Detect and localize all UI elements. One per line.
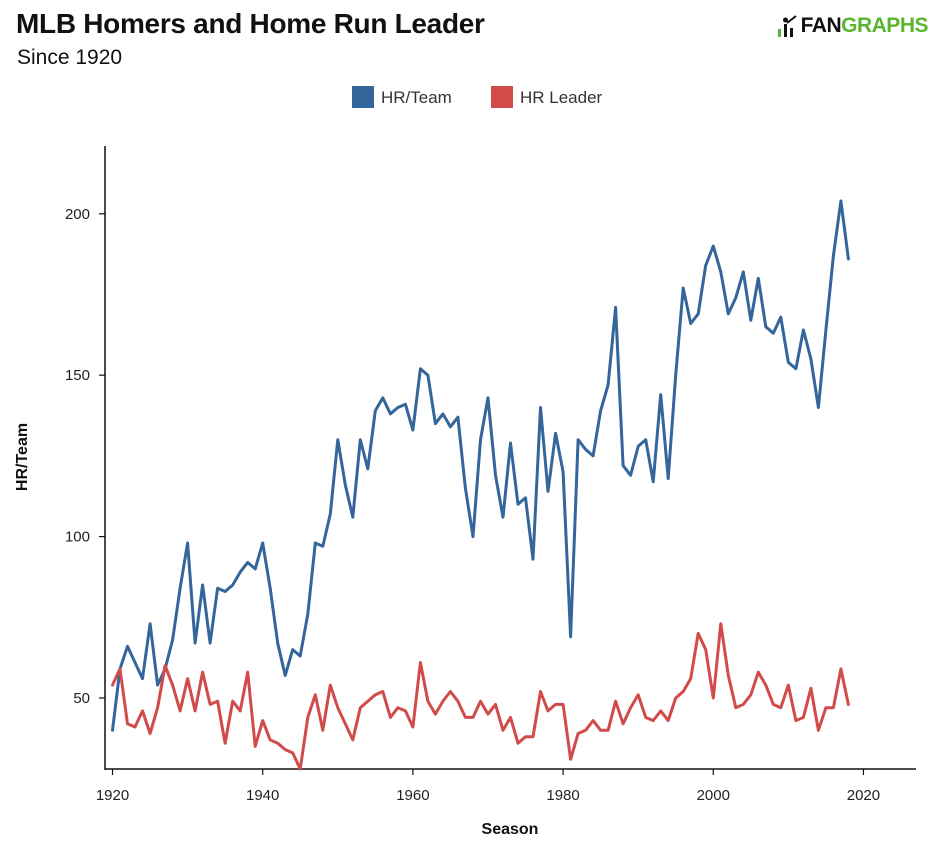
y-axis-ticks: 50 100 150 200 [65, 206, 105, 707]
series-line-hr-team [111, 199, 850, 732]
page-subtitle: Since 1920 [17, 46, 123, 69]
x-tick-label: 2020 [847, 787, 880, 804]
series-line-hr-leader [111, 622, 850, 771]
y-tick-label: 150 [65, 367, 90, 384]
brand-logo: FAN GRAPHS [775, 14, 928, 38]
y-axis-title: HR/Team [14, 423, 31, 491]
legend-label-hr-leader: HR Leader [520, 88, 603, 107]
legend-label-hr-team: HR/Team [381, 88, 452, 107]
brand-fan-text: FAN [800, 14, 842, 37]
x-tick-label: 1960 [396, 787, 429, 804]
batter-icon [777, 15, 797, 37]
legend: HR/Team HR Leader [352, 86, 603, 108]
brand-graphs-text: GRAPHS [841, 14, 928, 37]
series-lines [111, 199, 850, 771]
legend-swatch-hr-team [352, 86, 374, 108]
x-axis-title: Season [482, 821, 539, 838]
x-tick-label: 1980 [546, 787, 579, 804]
x-tick-label: 2000 [697, 787, 730, 804]
x-tick-label: 1920 [96, 787, 129, 804]
legend-swatch-hr-leader [491, 86, 513, 108]
y-tick-label: 200 [65, 206, 90, 223]
x-axis-ticks: 1920 1940 1960 1980 2000 2020 [96, 769, 880, 804]
x-tick-label: 1940 [246, 787, 279, 804]
page-title: MLB Homers and Home Run Leader [16, 8, 485, 39]
y-tick-label: 50 [73, 690, 90, 707]
y-tick-label: 100 [65, 529, 90, 546]
